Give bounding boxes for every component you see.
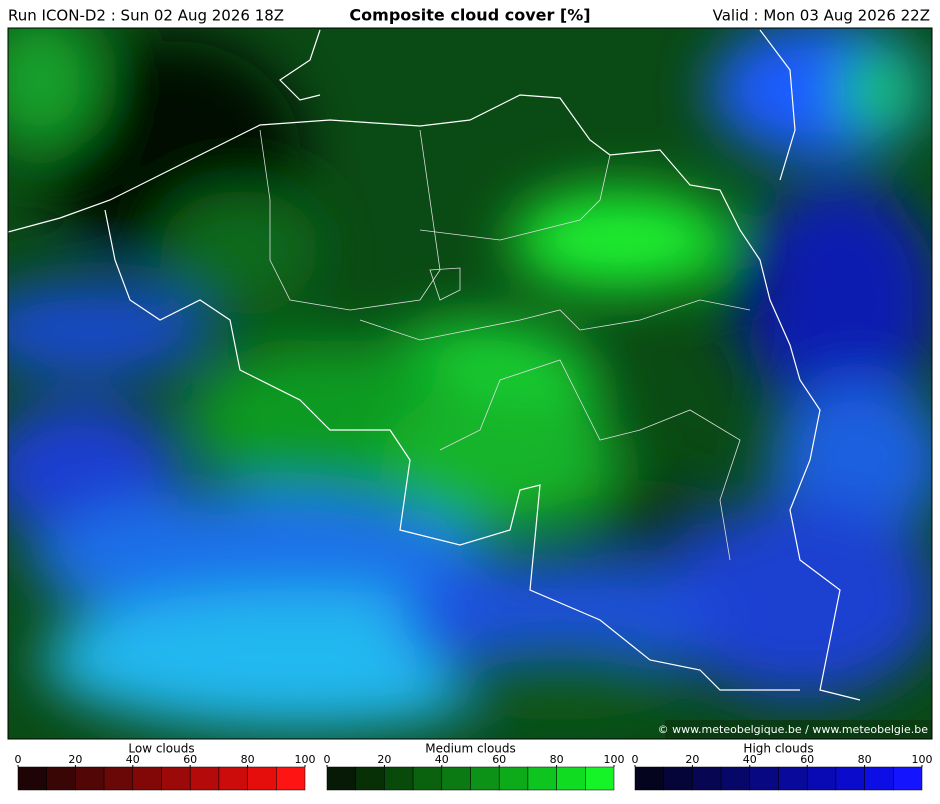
color-swatch [355, 766, 385, 791]
legend-tick-label: 20 [685, 753, 699, 766]
legend-tick-label: 40 [126, 753, 140, 766]
legends: Low clouds 0 20 40 60 80 100 Medium clouds 0 20 40… [15, 742, 933, 791]
color-swatch [103, 766, 134, 791]
color-swatch [634, 766, 664, 791]
run-label: Run ICON-D2 : Sun 02 Aug 2026 18Z [8, 7, 284, 25]
legend-tick-label: 100 [604, 753, 625, 766]
color-swatch [384, 766, 414, 791]
legend-tick-label: 0 [324, 753, 331, 766]
color-swatch [189, 766, 220, 791]
valid-label: Valid : Mon 03 Aug 2026 22Z [713, 7, 930, 25]
legend-tick-label: 40 [743, 753, 757, 766]
legend-tick-label: 60 [492, 753, 506, 766]
color-swatch [326, 766, 356, 791]
legend-tick-label: 60 [800, 753, 814, 766]
color-swatch [412, 766, 443, 791]
color-swatch [161, 766, 191, 791]
color-swatch [749, 766, 779, 791]
legend-tick-label: 0 [15, 753, 22, 766]
legend-tick-label: 60 [183, 753, 197, 766]
color-swatch [864, 766, 894, 791]
legend-title: High clouds [743, 742, 813, 756]
color-swatch [75, 766, 105, 791]
color-swatch [835, 766, 865, 791]
legend-tick-label: 80 [858, 753, 872, 766]
legend-tick-label: 20 [68, 753, 82, 766]
legend-title: Medium clouds [425, 742, 516, 756]
map-title: Composite cloud cover [%] [349, 6, 590, 25]
color-swatch [132, 766, 162, 791]
color-swatch [585, 766, 615, 791]
color-swatch [276, 766, 306, 791]
color-swatch [441, 766, 471, 791]
color-swatch [527, 766, 557, 791]
color-swatch [806, 766, 837, 791]
color-swatch [247, 766, 277, 791]
legend-tick-label: 20 [377, 753, 391, 766]
legend-tick-label: 100 [295, 753, 316, 766]
color-swatch [498, 766, 529, 791]
color-swatch [46, 766, 76, 791]
color-swatch [720, 766, 751, 791]
legend-tick-label: 100 [912, 753, 933, 766]
legend-tick-label: 40 [435, 753, 449, 766]
legend-tick-label: 0 [632, 753, 639, 766]
color-swatch [692, 766, 722, 791]
color-swatch [470, 766, 500, 791]
legend-tick-label: 80 [241, 753, 255, 766]
map: © www.meteobelgique.be / www.meteobelgie… [8, 28, 932, 739]
color-swatch [17, 766, 47, 791]
color-swatch [663, 766, 693, 791]
color-swatch [556, 766, 586, 791]
color-swatch [778, 766, 808, 791]
color-swatch [218, 766, 248, 791]
legend-tick-label: 80 [550, 753, 564, 766]
color-swatch [893, 766, 923, 791]
legend-title: Low clouds [128, 742, 194, 756]
map-frame [7, 27, 933, 740]
credit: © www.meteobelgique.be / www.meteobelgie… [658, 723, 929, 736]
